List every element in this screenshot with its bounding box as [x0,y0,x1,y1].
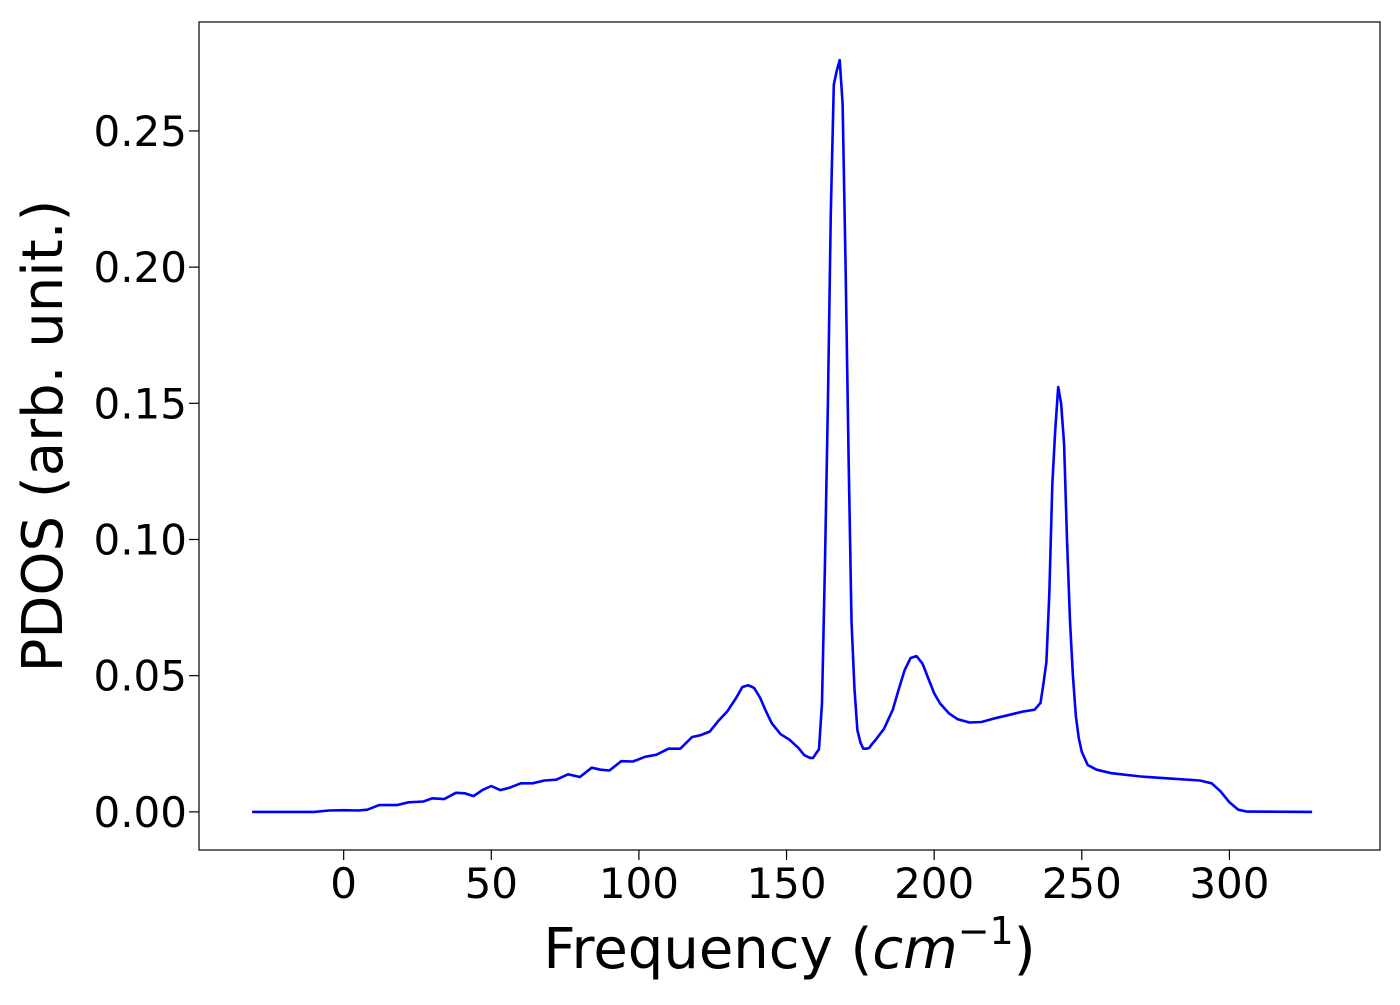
x-tick-label: 0 [330,859,357,908]
x-tick-label: 150 [746,859,826,908]
x-label-unit: cm [872,917,957,982]
x-label-exponent: −1 [958,909,1014,953]
y-tick-label: 0.00 [93,788,187,837]
x-label-suffix: ) [1014,917,1036,982]
y-tick-label: 0.10 [93,516,187,565]
plot-area [252,58,1313,814]
y-tick-label: 0.25 [93,107,187,156]
x-tick-label: 250 [1042,859,1122,908]
axes-frame [198,21,1381,851]
x-tick-label: 300 [1189,859,1269,908]
y-tick-label: 0.05 [93,652,187,701]
pdos-series-line [252,58,1313,814]
x-label-prefix: Frequency ( [543,917,872,982]
x-tick-label: 100 [599,859,679,908]
x-tick-label: 50 [465,859,518,908]
y-tick-label: 0.15 [93,379,187,428]
x-axis-ticks: 0 50 100 150 200 250 300 [330,850,1270,908]
x-axis-label: Frequency (cm−1) [543,909,1035,982]
x-tick-label: 200 [894,859,974,908]
y-axis-ticks: 0.00 0.05 0.10 0.15 0.20 0.25 [93,107,199,837]
y-tick-label: 0.20 [93,243,187,292]
y-axis-label: PDOS (arb. unit.) [11,200,76,673]
